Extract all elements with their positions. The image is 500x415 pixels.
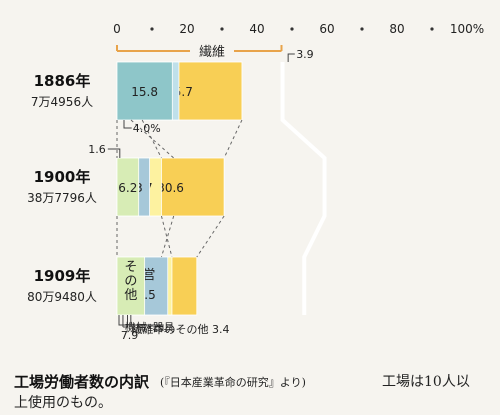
row-year: 1909年 (34, 267, 91, 285)
x-tick-label: 60 (319, 22, 334, 36)
connector-line (141, 119, 162, 159)
segment-name-char: の (124, 274, 137, 289)
annotation-3-9: 3.9 (296, 48, 314, 61)
connector-line (223, 119, 243, 159)
x-tick-label: 100% (450, 22, 484, 36)
row-workers: 80万9480人 (27, 290, 97, 304)
x-tick-dot (360, 27, 364, 31)
data-label: 6.2 (118, 181, 137, 195)
data-label: 30.6 (157, 181, 184, 195)
textile-separator (280, 62, 327, 315)
x-tick-dot (220, 27, 224, 31)
connector-line (160, 215, 173, 258)
caption-source: (『日本産業革命の研究』より) (160, 376, 306, 389)
row-year: 1886年 (34, 72, 91, 90)
textile-bracket-label: 繊維 (199, 44, 225, 60)
annotation-7-9: 7.9 (121, 329, 139, 342)
annotation-1-6: 1.6 (88, 143, 106, 156)
annotation-leader (122, 315, 128, 328)
annotation-4-0: 4.0% (133, 122, 161, 135)
connector-line (196, 215, 225, 258)
x-tick-dot (290, 27, 294, 31)
bar-segment (116, 61, 173, 121)
annotation-leader (287, 53, 295, 62)
annotation-leader (123, 120, 132, 129)
segment-name-char: 他 (124, 288, 137, 303)
x-tick-dot (430, 27, 434, 31)
annotation-machinery: 機械･器具 (125, 320, 175, 334)
row-workers: 38万7796人 (27, 191, 97, 205)
data-label: 15.8 (131, 85, 158, 99)
x-tick-label: 20 (179, 22, 194, 36)
bar-segment (116, 157, 140, 217)
caption-note-line2: 上使用のもの。 (14, 395, 112, 411)
annotation-textile-other: 繊維中のその他 3.4 (132, 323, 230, 336)
x-tick-label: 80 (389, 22, 404, 36)
caption-note-line1: 工場は10人以 (382, 374, 470, 390)
caption-title: 工場労働者数の内訳 (14, 373, 150, 391)
segment-name-char: そ (124, 260, 137, 275)
row-workers: 7万4956人 (31, 95, 93, 109)
x-tick-dot (150, 27, 154, 31)
textile-bracket-label-bg (190, 43, 234, 59)
row-year: 1900年 (34, 168, 91, 186)
annotation-leader (118, 315, 164, 326)
annotation-leader (107, 148, 121, 158)
x-tick-label: 0 (113, 22, 121, 36)
connector-line (160, 215, 175, 258)
x-tick-label: 40 (249, 22, 264, 36)
